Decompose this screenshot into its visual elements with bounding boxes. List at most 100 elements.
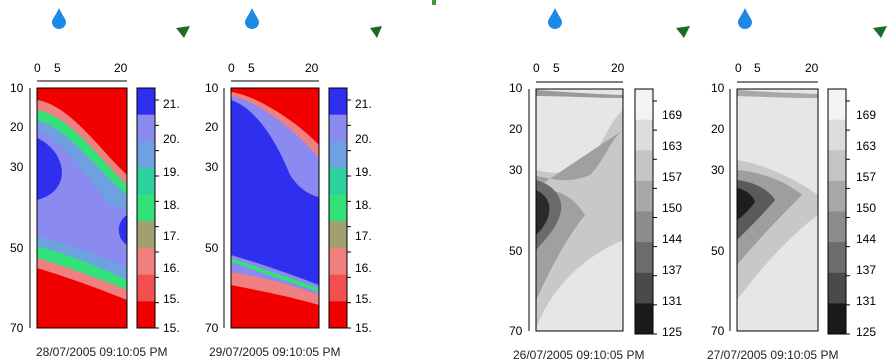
colorbar-tick: 144 [856,232,877,246]
colorbar-swatch [137,194,155,222]
colorbar-tick: 19. [355,165,372,179]
y-tick-label: 30 [10,160,24,174]
soil-profile-panel-4: 0 5 20 10 20 30 50 70 169 163 157 150 14… [707,0,887,363]
colorbar-tick: 125 [662,325,683,339]
colorbar-swatches [136,87,159,329]
colorbar-swatch [137,168,155,196]
x-tick-label: 20 [305,61,319,75]
x-tick-label: 0 [34,61,41,75]
x-tick-label: 5 [248,61,255,75]
colorbar-tick: 15. [355,321,372,335]
y-tick-label: 20 [509,122,523,136]
y-tick-label: 50 [711,244,725,258]
colorbar-tick: 150 [856,201,877,215]
colorbar-swatches [827,88,850,335]
colorbar-swatch [635,303,653,335]
colorbar-swatch [635,89,653,121]
colorbar-swatch [828,303,846,335]
x-tick-label: 0 [735,61,742,75]
colorbar-tick: 19. [163,165,180,179]
colorbar-swatches [328,87,351,329]
colorbar-tick: 15. [163,292,180,306]
colorbar-tick: 21. [355,97,372,111]
colorbar-swatch [329,168,347,196]
colorbar-tick: 163 [662,139,683,153]
x-tick-label: 5 [54,61,61,75]
colorbar-border [328,87,348,329]
colorbar-tick: 157 [662,170,683,184]
y-tick-label: 20 [711,122,725,136]
timestamp: 29/07/2005 09:10:05 PM [209,345,341,359]
y-tick-label: 70 [205,321,219,335]
y-tick-label: 10 [205,81,219,95]
colorbar-swatch [828,89,846,121]
colorbar-swatches [634,88,657,335]
colorbar-tick: 144 [662,232,683,246]
contour-plot [223,80,320,329]
y-tick-label: 70 [711,324,725,338]
colorbar-swatch [635,242,653,274]
x-tick-label: 20 [114,61,128,75]
colorbar-tick: 137 [856,263,877,277]
y-tick-label: 50 [10,241,24,255]
colorbar-swatch [635,150,653,182]
y-tick-label: 70 [10,321,24,335]
y-tick-label: 10 [711,81,725,95]
colorbar-swatch [329,194,347,222]
soil-profile-panel-2: 0 5 20 10 20 30 50 70 21. 20. 19. 18. 17… [195,0,382,363]
colorbar-tick: 131 [856,294,877,308]
colorbar-tick: 125 [856,325,877,339]
colorbar [827,88,850,335]
colorbar-swatch [828,119,846,151]
y-tick-label: 20 [205,120,219,134]
timestamp: 26/07/2005 09:10:05 PM [513,348,645,362]
colorbar-tick: 169 [662,108,683,122]
colorbar-border [827,88,847,335]
x-tick-label: 5 [754,61,761,75]
colorbar-tick: 16. [163,261,180,275]
colorbar-swatch [635,211,653,243]
colorbar-border [634,88,654,335]
colorbar-swatch [137,274,155,302]
contour-plot [29,80,128,329]
colorbar-tick: 15. [163,321,180,335]
soil-profile-panel-1: 0 5 20 10 20 30 50 70 21. 20. 19. 18. 17… [0,0,190,363]
colorbar-swatch [828,242,846,274]
y-tick-label: 70 [509,324,523,338]
colorbar-border [136,87,156,329]
separator-mark [432,0,436,5]
colorbar [328,87,351,329]
colorbar-tick: 20. [355,132,372,146]
colorbar-tick: 15. [355,292,372,306]
colorbar-tick: 18. [355,198,372,212]
colorbar-swatch [329,274,347,302]
colorbar-swatch [828,211,846,243]
timestamp: 27/07/2005 09:10:05 PM [707,348,839,362]
colorbar-tick: 131 [662,294,683,308]
colorbar-tick: 20. [163,132,180,146]
colorbar-swatch [329,221,347,249]
colorbar-swatch [828,150,846,182]
colorbar-swatch [137,301,155,329]
y-tick-label: 50 [509,244,523,258]
contour-plot [729,81,819,332]
colorbar-swatch [329,88,347,116]
colorbar-tick: 163 [856,139,877,153]
colorbar-swatch [137,141,155,169]
y-tick-label: 30 [205,160,219,174]
x-tick-label: 20 [611,61,625,75]
colorbar-swatch [828,272,846,304]
colorbar-tick: 17. [355,229,372,243]
colorbar-tick: 21. [163,97,180,111]
y-tick-label: 30 [711,163,725,177]
x-tick-label: 0 [228,61,235,75]
colorbar-swatch [137,114,155,142]
colorbar-swatch [635,272,653,304]
colorbar-tick: 169 [856,108,877,122]
colorbar-swatch [137,221,155,249]
colorbar-tick: 157 [856,170,877,184]
y-tick-label: 10 [509,81,523,95]
colorbar [136,87,159,329]
colorbar-swatch [329,248,347,276]
colorbar-swatch [137,248,155,276]
